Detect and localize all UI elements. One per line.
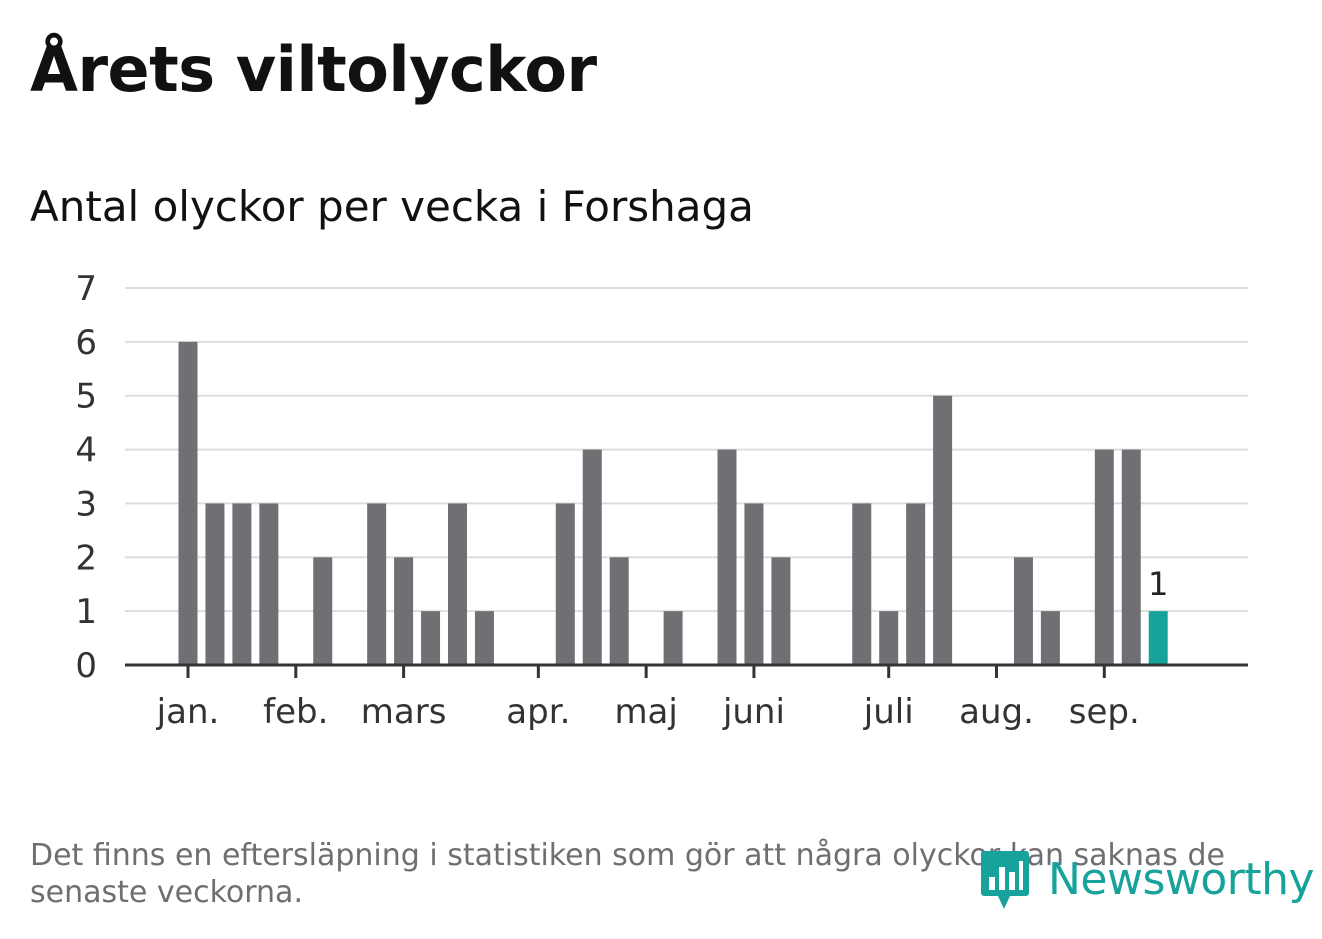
bar [1121,449,1141,665]
y-tick-label: 2 [75,538,97,578]
bar [367,503,387,665]
bar [178,341,198,665]
bar [421,611,441,665]
bar [582,449,602,665]
y-tick-label: 1 [75,592,97,632]
brand-logo: Newsworthy [980,848,1315,912]
chart-subtitle: Antal olyckor per vecka i Forshaga [30,182,754,231]
bar [771,557,791,665]
bar [205,503,225,665]
bar [313,557,333,665]
bar [1040,611,1060,665]
bar [555,503,575,665]
x-tick-label: sep. [1069,692,1140,732]
bar [609,557,629,665]
bar [1094,449,1114,665]
bar-chart: 0 1 2 3 4 5 6 7 1 jan. feb. mars apr. maj juni juli aug.… [75,269,1248,732]
y-tick-label: 7 [75,269,97,309]
bar [474,611,494,665]
x-tick-label: mars [361,692,447,732]
chart-title: Årets viltolyckor [30,33,597,106]
bar [1013,557,1033,665]
y-tick-label: 4 [75,431,97,471]
y-tick-label: 6 [75,323,97,363]
bar [879,611,899,665]
bar [744,503,764,665]
bar [232,503,252,665]
bar [852,503,872,665]
bar [906,503,926,665]
bar [663,611,683,665]
x-tick-label: jan. [156,692,220,732]
bar [259,503,279,665]
bar [448,503,467,665]
y-tick-label: 3 [75,484,97,524]
highlight-bar [1148,611,1168,665]
x-tick-label: juni [722,692,785,732]
x-tick-label: juli [863,692,914,732]
x-tick-label: aug. [959,692,1034,732]
x-tick-label: maj [614,692,677,732]
x-tick-label: feb. [263,692,328,732]
bar [717,449,737,665]
brand-name: Newsworthy [1048,854,1315,905]
x-tick-label: apr. [506,692,570,732]
bar [933,395,953,665]
y-tick-label: 5 [75,377,97,417]
y-tick-label: 0 [75,646,97,686]
bar [394,557,414,665]
data-label: 1 [1148,565,1168,603]
bar-chart-icon [981,851,1029,909]
